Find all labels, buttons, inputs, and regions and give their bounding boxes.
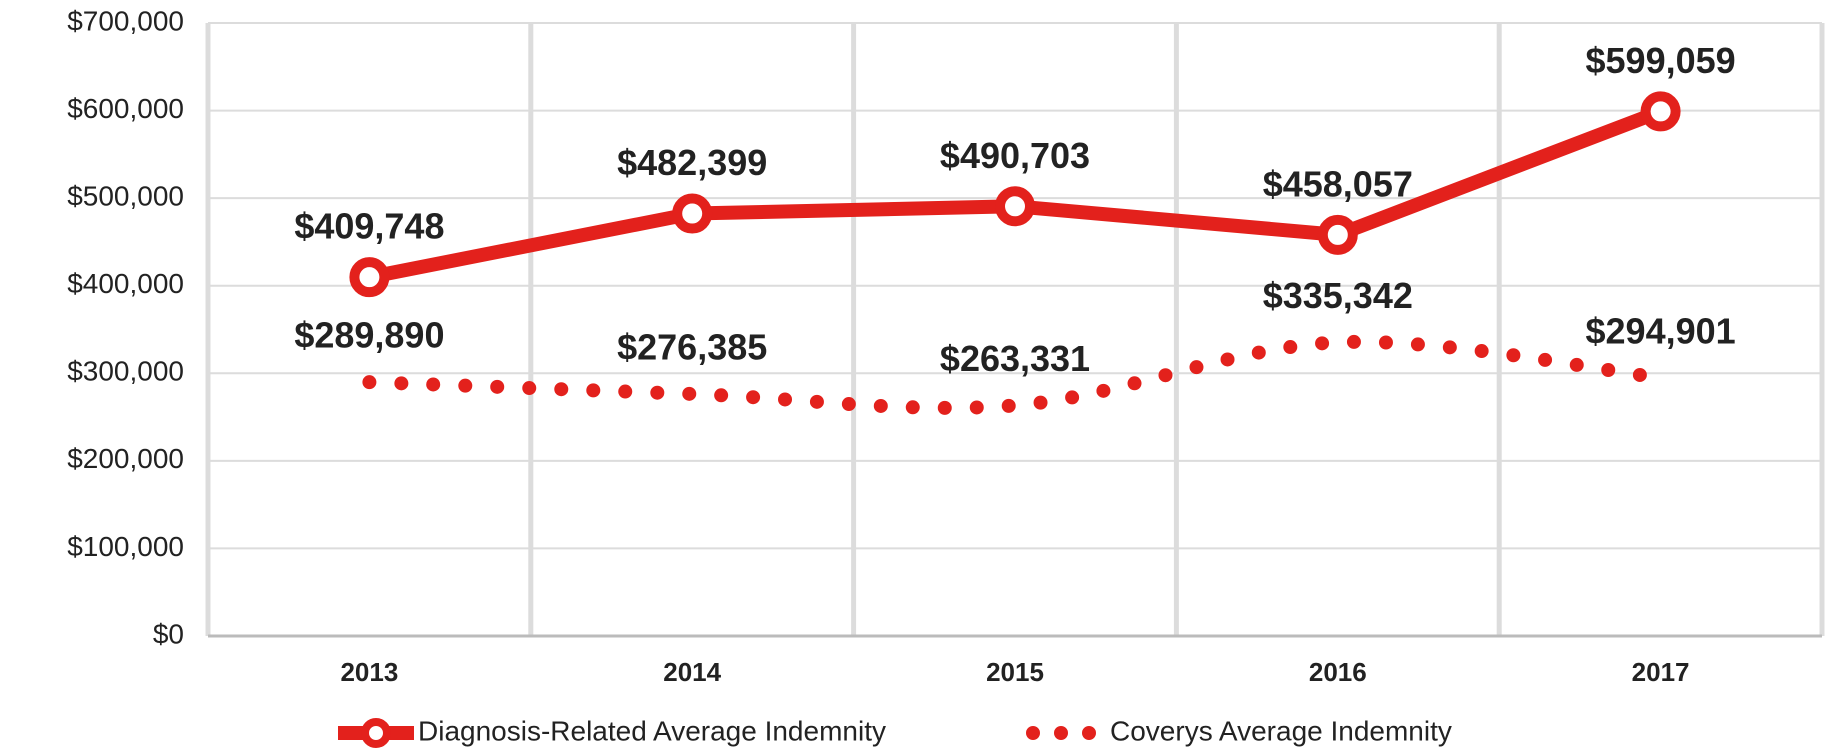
- data-label: $490,703: [940, 135, 1090, 176]
- data-label: $482,399: [617, 142, 767, 183]
- y-tick-label: $200,000: [67, 443, 184, 474]
- legend-label: Diagnosis-Related Average Indemnity: [418, 715, 886, 746]
- legend-label: Coverys Average Indemnity: [1110, 715, 1452, 746]
- y-tick-label: $400,000: [67, 268, 184, 299]
- data-label: $409,748: [294, 206, 444, 247]
- x-tick-label: 2014: [663, 657, 721, 687]
- series-line: [362, 334, 1668, 415]
- x-tick-label: 2016: [1309, 657, 1367, 687]
- x-tick-label: 2015: [986, 657, 1044, 687]
- x-tick-label: 2017: [1632, 657, 1690, 687]
- y-tick-label: $100,000: [67, 531, 184, 562]
- y-tick-label: $0: [153, 618, 184, 649]
- x-tick-label: 2013: [340, 657, 398, 687]
- y-tick-label: $700,000: [67, 5, 184, 36]
- point-marker: [672, 193, 713, 234]
- point-marker: [995, 186, 1035, 227]
- point-marker: [1317, 214, 1358, 255]
- y-tick-label: $500,000: [67, 181, 184, 212]
- data-label: $599,059: [1586, 40, 1736, 81]
- legend-swatch: [361, 718, 391, 748]
- point-marker: [1640, 91, 1681, 132]
- data-label: $335,342: [1263, 275, 1413, 316]
- data-label: $294,901: [1586, 310, 1736, 351]
- data-label: $289,890: [294, 315, 444, 356]
- data-label: $458,057: [1263, 163, 1413, 204]
- data-label: $263,331: [940, 338, 1090, 379]
- point-marker: [349, 257, 390, 298]
- y-tick-label: $600,000: [67, 93, 184, 124]
- data-label: $276,385: [617, 326, 767, 367]
- y-tick-label: $300,000: [67, 356, 184, 387]
